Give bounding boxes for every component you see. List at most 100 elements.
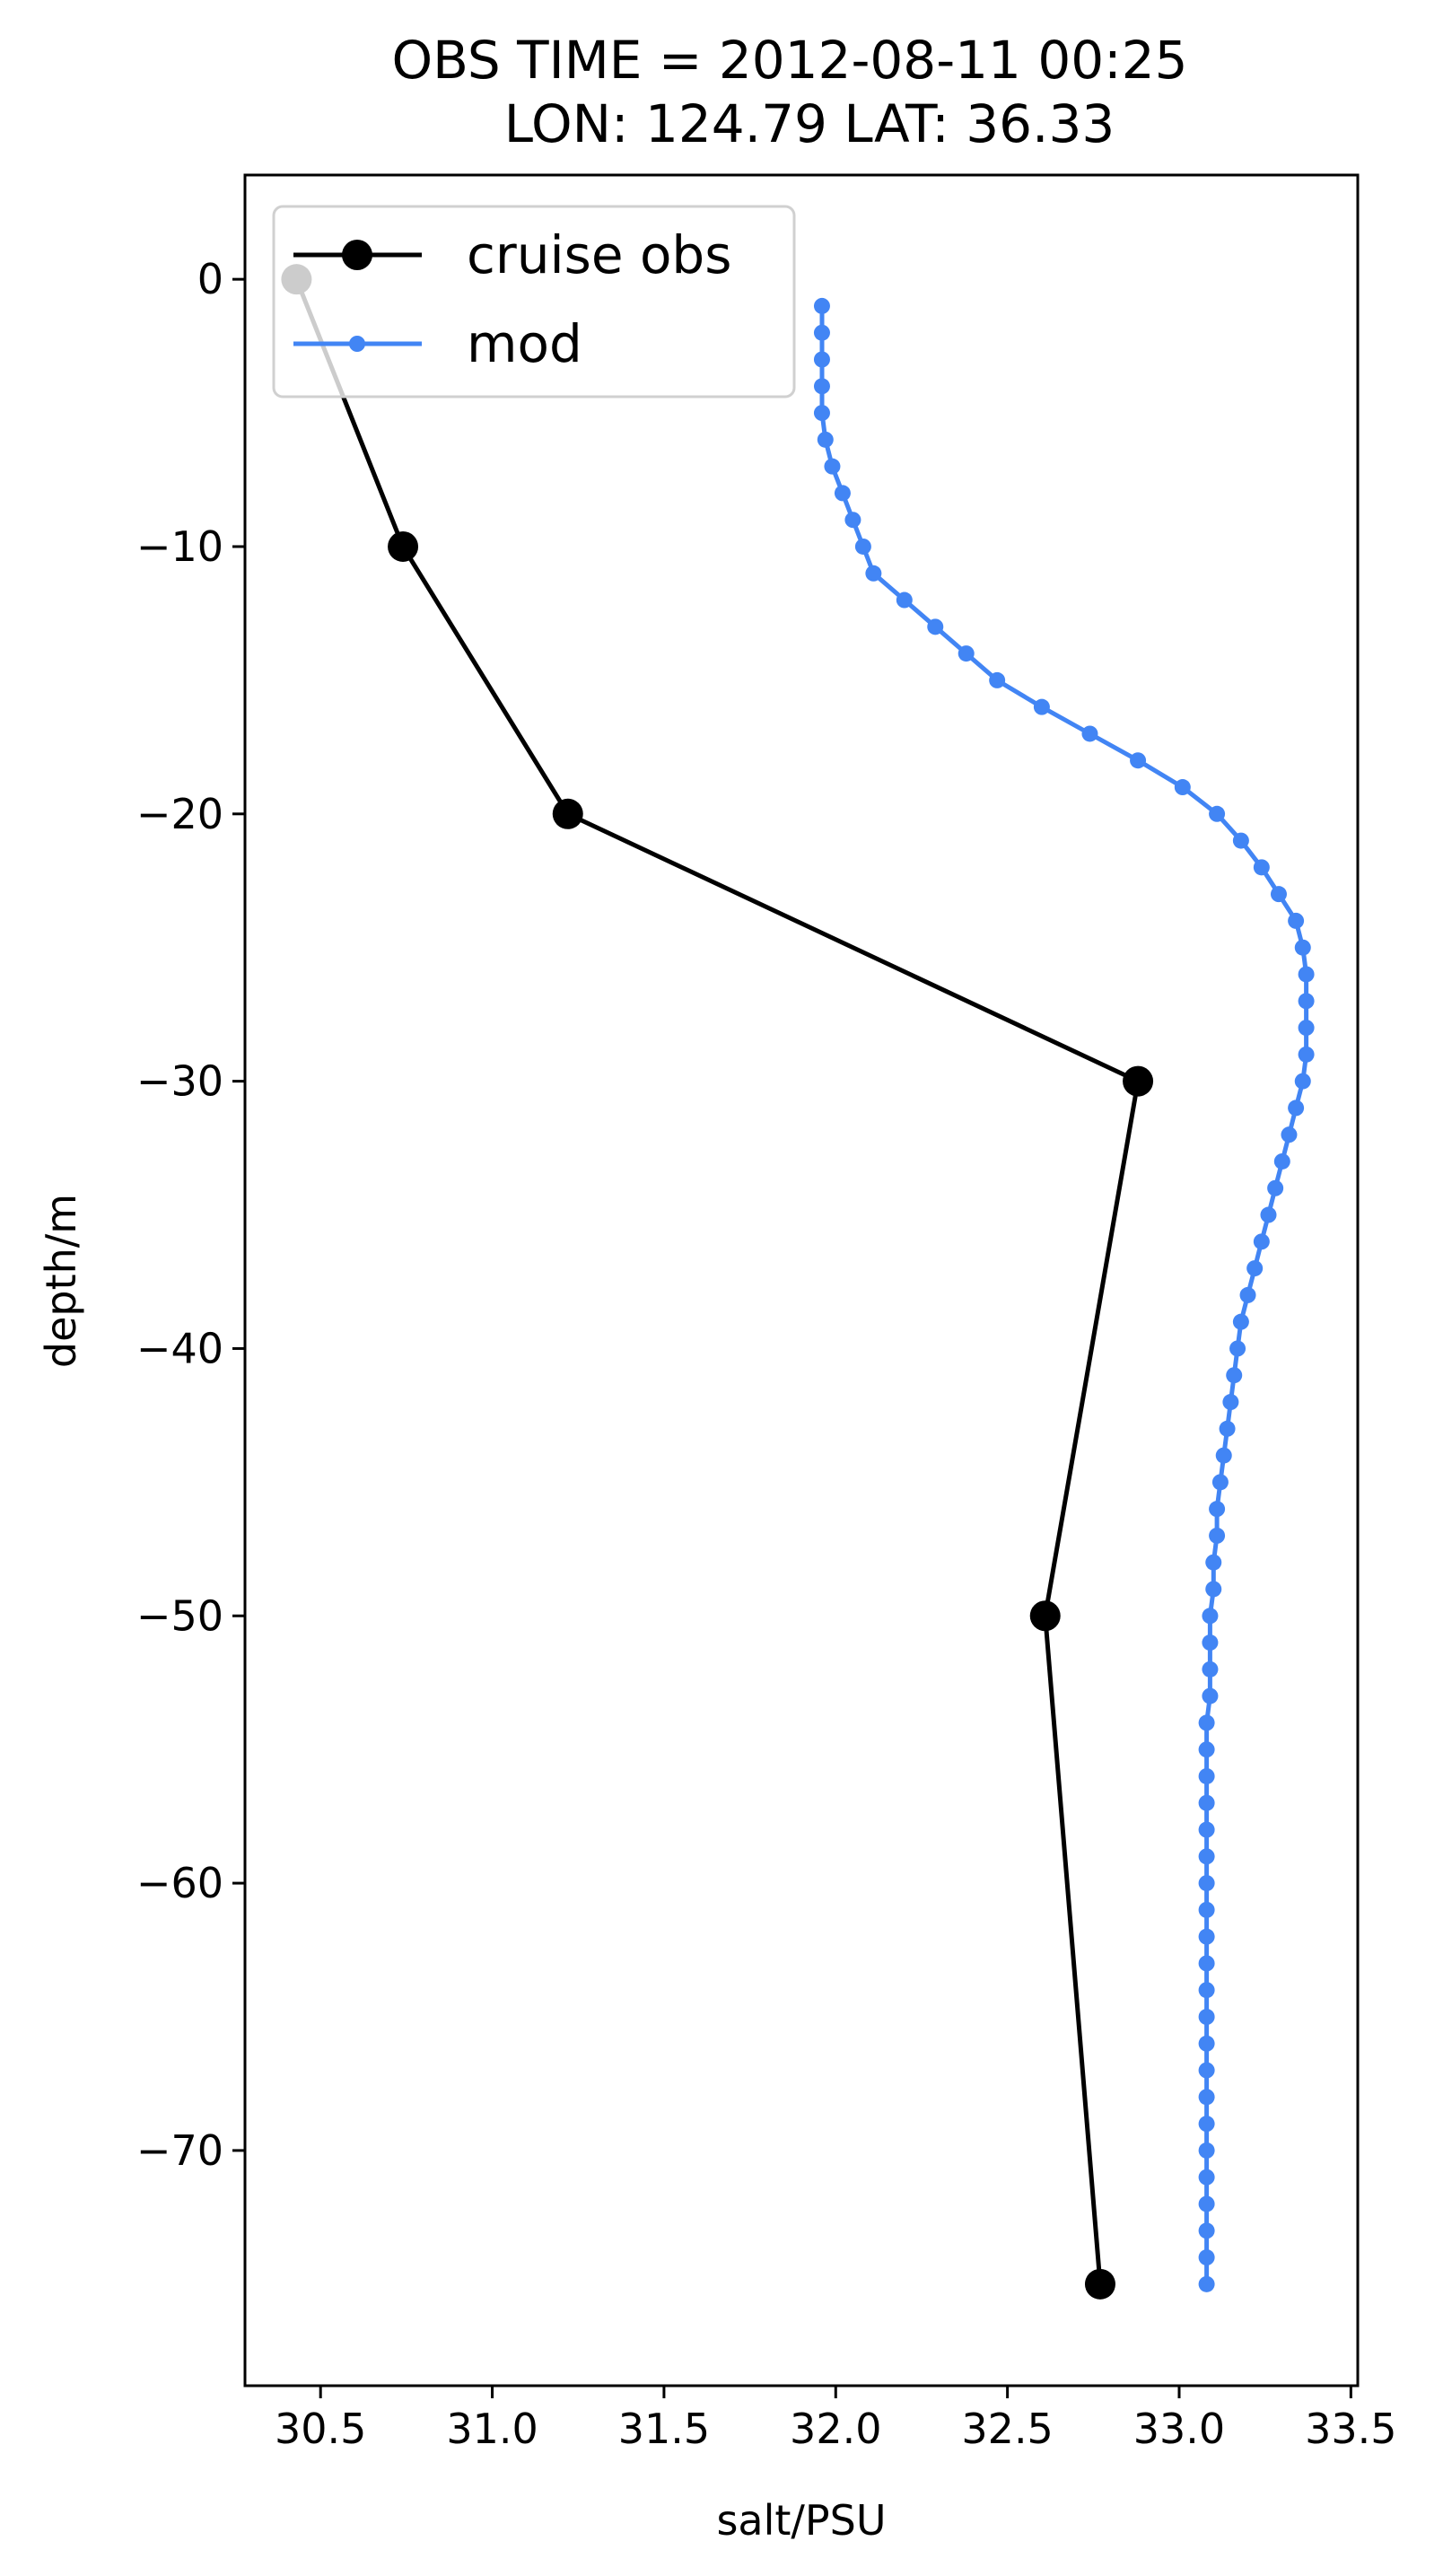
data-point-mod <box>1202 1608 1219 1625</box>
data-point-mod <box>1229 1340 1246 1357</box>
y-tick-label: −10 <box>136 522 223 571</box>
data-point-mod <box>1205 1554 1222 1571</box>
data-point-mod <box>1202 1634 1219 1652</box>
x-tick-label: 32.5 <box>961 2405 1053 2453</box>
data-point-mod <box>1198 1714 1215 1731</box>
x-tick-label: 30.5 <box>275 2405 366 2453</box>
data-point-mod <box>1246 1260 1264 1277</box>
data-point-cruise-obs <box>1029 1600 1061 1632</box>
data-point-mod <box>813 378 830 395</box>
y-axis-ticks: 0 −10 −20 −30 −40 −50 −60 −70 <box>136 255 245 2175</box>
data-point-mod <box>1202 1660 1219 1678</box>
data-point-mod <box>834 485 851 502</box>
data-point-mod <box>1226 1367 1243 1384</box>
data-point-mod <box>989 671 1006 688</box>
legend-label-mod: mod <box>467 313 582 374</box>
chart-title-line1: OBS TIME = 2012-08-11 00:25 <box>391 30 1187 91</box>
data-point-mod <box>958 645 975 662</box>
data-point-mod <box>1198 2169 1215 2186</box>
x-axis-ticks: 30.5 31.0 31.5 32.0 32.5 33.0 33.5 <box>275 2386 1397 2453</box>
data-point-mod <box>1198 1955 1215 1972</box>
data-point-mod <box>1198 1928 1215 1945</box>
data-point-mod <box>1198 2009 1215 2026</box>
data-point-mod <box>824 458 841 475</box>
y-tick-label: −20 <box>136 790 223 838</box>
x-axis-label: salt/PSU <box>716 2496 886 2545</box>
x-tick-label: 32.0 <box>790 2405 881 2453</box>
y-tick-label: −50 <box>136 1591 223 1640</box>
y-tick-label: −60 <box>136 1859 223 1907</box>
data-point-mod <box>1267 1179 1284 1196</box>
plot-frame <box>243 173 1360 2388</box>
data-point-mod <box>865 565 882 582</box>
plot-area <box>243 173 1360 2388</box>
legend-label-cruise-obs: cruise obs <box>467 224 731 285</box>
data-point-mod <box>1232 832 1249 849</box>
data-point-cruise-obs <box>388 530 419 562</box>
data-point-mod <box>1198 1794 1215 1811</box>
data-point-mod <box>1198 2275 1215 2292</box>
data-point-mod <box>1205 1581 1222 1598</box>
y-tick-label: −30 <box>136 1057 223 1106</box>
data-point-mod <box>1294 939 1311 956</box>
data-point-mod <box>1198 1767 1215 1784</box>
data-point-mod <box>854 538 871 555</box>
chart-title-line2: LON: 124.79 LAT: 36.33 <box>504 93 1115 154</box>
data-point-mod <box>1130 752 1147 769</box>
data-point-mod <box>1281 1126 1298 1143</box>
data-point-cruise-obs <box>1123 1065 1154 1097</box>
legend-marker-mod <box>349 336 365 352</box>
data-point-mod <box>896 591 913 609</box>
data-point-mod <box>1298 966 1315 983</box>
data-point-mod <box>1232 1313 1249 1330</box>
data-point-mod <box>1198 2116 1215 2133</box>
data-point-mod <box>1198 1982 1215 1999</box>
data-point-mod <box>1198 1901 1215 1918</box>
x-tick-label: 33.5 <box>1305 2405 1396 2453</box>
data-point-mod <box>1239 1286 1256 1303</box>
legend-marker-cruise-obs <box>342 240 372 270</box>
data-point-mod <box>813 351 830 368</box>
y-tick-label: −40 <box>136 1324 223 1372</box>
data-point-mod <box>1174 779 1191 796</box>
data-point-mod <box>1198 1821 1215 1838</box>
data-point-mod <box>1222 1394 1239 1411</box>
data-point-mod <box>1288 1100 1305 1117</box>
data-point-mod <box>844 512 861 529</box>
y-tick-label: −70 <box>136 2126 223 2175</box>
x-tick-label: 31.0 <box>446 2405 538 2453</box>
data-point-mod <box>1198 1875 1215 1892</box>
data-point-mod <box>1081 725 1098 742</box>
y-tick-label: 0 <box>197 255 223 303</box>
data-point-mod <box>927 618 944 635</box>
data-point-mod <box>1198 2195 1215 2212</box>
data-point-mod <box>1253 1233 1270 1250</box>
data-point-mod <box>1198 1741 1215 1758</box>
data-point-mod <box>1209 805 1226 822</box>
data-point-mod <box>813 324 830 341</box>
data-point-mod <box>817 431 834 448</box>
legend: cruise obs mod <box>272 205 796 399</box>
data-point-mod <box>1211 1474 1229 1491</box>
data-point-mod <box>1215 1447 1232 1464</box>
data-point-mod <box>1294 1073 1311 1090</box>
data-point-cruise-obs <box>552 798 583 829</box>
data-point-mod <box>1033 698 1050 715</box>
data-point-mod <box>1198 2062 1215 2079</box>
data-point-mod <box>1198 2142 1215 2159</box>
data-point-mod <box>1298 993 1315 1010</box>
data-point-mod <box>1298 1020 1315 1037</box>
data-point-mod <box>1198 2222 1215 2239</box>
data-point-mod <box>1260 1206 1277 1223</box>
data-point-mod <box>1198 2249 1215 2266</box>
data-point-mod <box>1198 2035 1215 2052</box>
data-point-mod <box>1209 1501 1226 1518</box>
data-point-mod <box>813 405 830 422</box>
data-point-mod <box>1288 912 1305 929</box>
data-point-mod <box>1209 1527 1226 1544</box>
data-point-mod <box>813 297 830 314</box>
x-tick-label: 31.5 <box>618 2405 710 2453</box>
series-layer <box>281 264 1315 2300</box>
data-point-mod <box>1198 2089 1215 2106</box>
data-point-mod <box>1270 886 1287 903</box>
